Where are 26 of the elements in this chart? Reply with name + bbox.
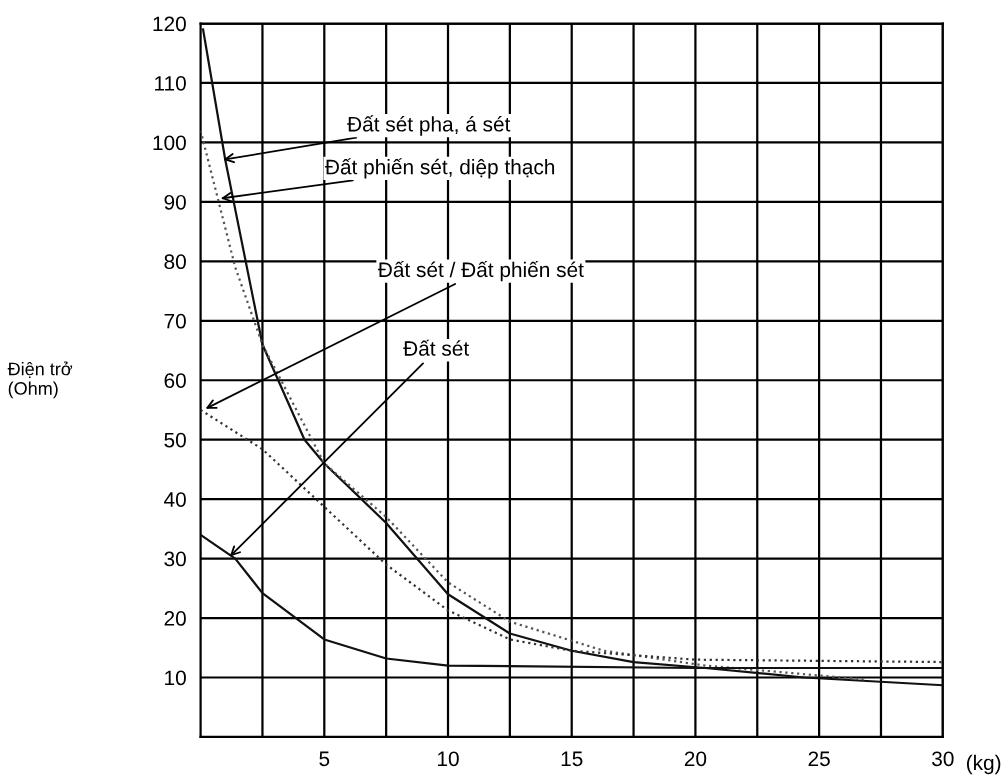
annotation: Đất sét / Đất phiến sét xyxy=(377,260,584,282)
y-tick-label: 50 xyxy=(164,432,186,448)
x-tick-label: 10 xyxy=(438,751,459,767)
annotation: Đất sét xyxy=(403,339,469,356)
y-tick-label: 20 xyxy=(164,611,186,626)
x-tick-label: 20 xyxy=(684,751,707,767)
y-tick-label: 40 xyxy=(164,492,186,507)
y-tick-label: 120 xyxy=(153,16,186,32)
x-axis-title: (kg) xyxy=(967,754,1001,775)
annotation: Đất phiến sét, diệp thạch xyxy=(325,158,555,179)
y-axis-title: Điện trở (Ohm) xyxy=(7,361,73,399)
y-tick-label: 70 xyxy=(164,313,186,329)
y-tick-label: 90 xyxy=(164,194,186,210)
y-tick-label: 10 xyxy=(165,670,186,686)
line-series xyxy=(200,408,943,664)
x-tick-label: 30 xyxy=(932,751,954,767)
x-tick-label: 25 xyxy=(808,751,830,767)
y-tick-label: 30 xyxy=(164,551,186,567)
y-tick-label: 110 xyxy=(155,75,186,91)
x-tick-label: 15 xyxy=(561,751,583,767)
y-tick-label: 100 xyxy=(153,135,186,151)
y-tick-label: 60 xyxy=(164,373,186,388)
line-series xyxy=(201,28,943,687)
y-tick-label: 80 xyxy=(164,254,186,270)
annotation: Đất sét pha, á sét xyxy=(347,115,511,136)
x-tick-label: 5 xyxy=(319,751,330,767)
